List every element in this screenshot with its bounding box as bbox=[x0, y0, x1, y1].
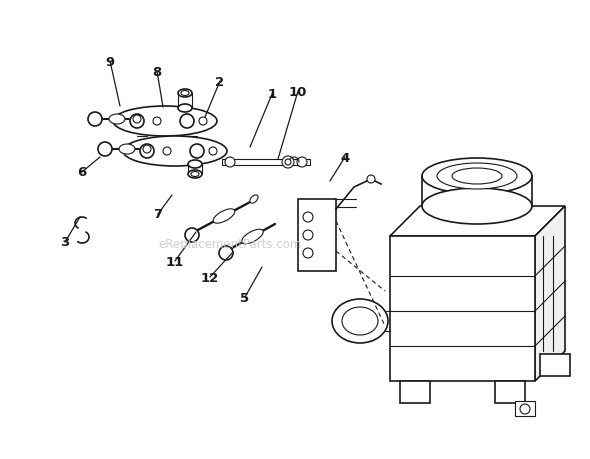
Circle shape bbox=[303, 230, 313, 241]
Circle shape bbox=[282, 157, 294, 168]
Ellipse shape bbox=[242, 230, 263, 244]
Ellipse shape bbox=[113, 107, 217, 137]
Circle shape bbox=[520, 404, 530, 414]
Ellipse shape bbox=[181, 91, 189, 96]
Ellipse shape bbox=[119, 145, 135, 155]
Bar bbox=[495, 381, 525, 403]
Polygon shape bbox=[535, 207, 565, 381]
Text: 9: 9 bbox=[106, 56, 114, 68]
Polygon shape bbox=[390, 207, 565, 236]
Circle shape bbox=[219, 246, 233, 260]
Circle shape bbox=[130, 115, 144, 129]
Bar bbox=[515, 401, 535, 416]
Text: 4: 4 bbox=[340, 151, 350, 164]
Text: 6: 6 bbox=[77, 166, 87, 179]
Circle shape bbox=[98, 143, 112, 157]
Text: 1: 1 bbox=[267, 88, 277, 101]
Ellipse shape bbox=[332, 299, 388, 343]
Ellipse shape bbox=[213, 209, 235, 224]
Ellipse shape bbox=[178, 90, 192, 98]
Text: 10: 10 bbox=[289, 85, 307, 98]
Text: 12: 12 bbox=[201, 271, 219, 284]
Ellipse shape bbox=[452, 168, 502, 185]
Circle shape bbox=[185, 229, 199, 242]
Circle shape bbox=[153, 118, 161, 126]
Bar bbox=[298, 200, 336, 271]
Ellipse shape bbox=[437, 164, 517, 190]
Text: 2: 2 bbox=[215, 75, 225, 88]
Bar bbox=[222, 160, 310, 166]
Ellipse shape bbox=[422, 189, 532, 224]
Bar bbox=[400, 381, 430, 403]
Text: 7: 7 bbox=[153, 208, 163, 221]
Circle shape bbox=[140, 145, 154, 159]
Ellipse shape bbox=[178, 105, 192, 113]
Bar bbox=[390, 236, 535, 381]
Circle shape bbox=[303, 248, 313, 258]
Ellipse shape bbox=[188, 161, 202, 168]
Ellipse shape bbox=[109, 115, 125, 125]
Ellipse shape bbox=[188, 171, 202, 179]
Text: 3: 3 bbox=[60, 236, 70, 249]
Circle shape bbox=[88, 113, 102, 127]
Circle shape bbox=[199, 118, 207, 126]
Ellipse shape bbox=[422, 159, 532, 195]
Ellipse shape bbox=[191, 172, 199, 177]
Circle shape bbox=[285, 160, 291, 166]
Text: eReplacementParts.com: eReplacementParts.com bbox=[158, 238, 301, 251]
Circle shape bbox=[190, 145, 204, 159]
Ellipse shape bbox=[123, 137, 227, 167]
Ellipse shape bbox=[342, 308, 378, 335]
Circle shape bbox=[367, 176, 375, 184]
Text: 8: 8 bbox=[152, 65, 162, 78]
Bar bbox=[540, 354, 570, 376]
Text: 11: 11 bbox=[166, 255, 184, 268]
Circle shape bbox=[143, 146, 151, 154]
Text: 5: 5 bbox=[241, 291, 250, 304]
Circle shape bbox=[163, 148, 171, 156]
Circle shape bbox=[225, 157, 235, 168]
Circle shape bbox=[209, 148, 217, 156]
Ellipse shape bbox=[250, 196, 258, 204]
Circle shape bbox=[180, 115, 194, 129]
Circle shape bbox=[303, 213, 313, 223]
Circle shape bbox=[297, 157, 307, 168]
Circle shape bbox=[133, 116, 141, 124]
